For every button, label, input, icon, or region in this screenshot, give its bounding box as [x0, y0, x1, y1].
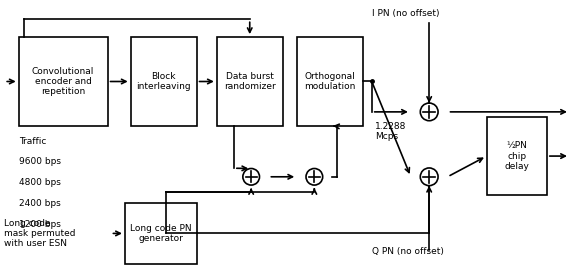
Text: ½PN
chip
delay: ½PN chip delay — [504, 141, 529, 171]
Text: Long code
mask permuted
with user ESN: Long code mask permuted with user ESN — [4, 218, 76, 248]
FancyBboxPatch shape — [18, 37, 108, 126]
FancyBboxPatch shape — [125, 203, 197, 264]
FancyBboxPatch shape — [217, 37, 283, 126]
Text: Block
interleaving: Block interleaving — [136, 72, 191, 91]
FancyBboxPatch shape — [486, 117, 547, 195]
Text: 9600 bps: 9600 bps — [18, 157, 61, 167]
Text: 1200 bps: 1200 bps — [18, 220, 61, 229]
Ellipse shape — [306, 169, 323, 185]
Text: I PN (no offset): I PN (no offset) — [372, 9, 439, 18]
Text: 4800 bps: 4800 bps — [18, 178, 61, 187]
Text: 1.2288
Mcps: 1.2288 Mcps — [374, 122, 406, 141]
FancyBboxPatch shape — [130, 37, 197, 126]
Text: Data burst
randomizer: Data burst randomizer — [224, 72, 276, 91]
Text: 2400 bps: 2400 bps — [18, 199, 61, 208]
Ellipse shape — [420, 168, 438, 186]
FancyBboxPatch shape — [297, 37, 363, 126]
Text: Convolutional
encoder and
repetition: Convolutional encoder and repetition — [32, 67, 94, 96]
Text: Q PN (no offset): Q PN (no offset) — [372, 247, 444, 256]
Ellipse shape — [243, 169, 260, 185]
Ellipse shape — [420, 103, 438, 121]
Text: Orthogonal
modulation: Orthogonal modulation — [305, 72, 356, 91]
Text: Traffic: Traffic — [18, 137, 46, 146]
Text: Long code PN
generator: Long code PN generator — [130, 224, 192, 243]
